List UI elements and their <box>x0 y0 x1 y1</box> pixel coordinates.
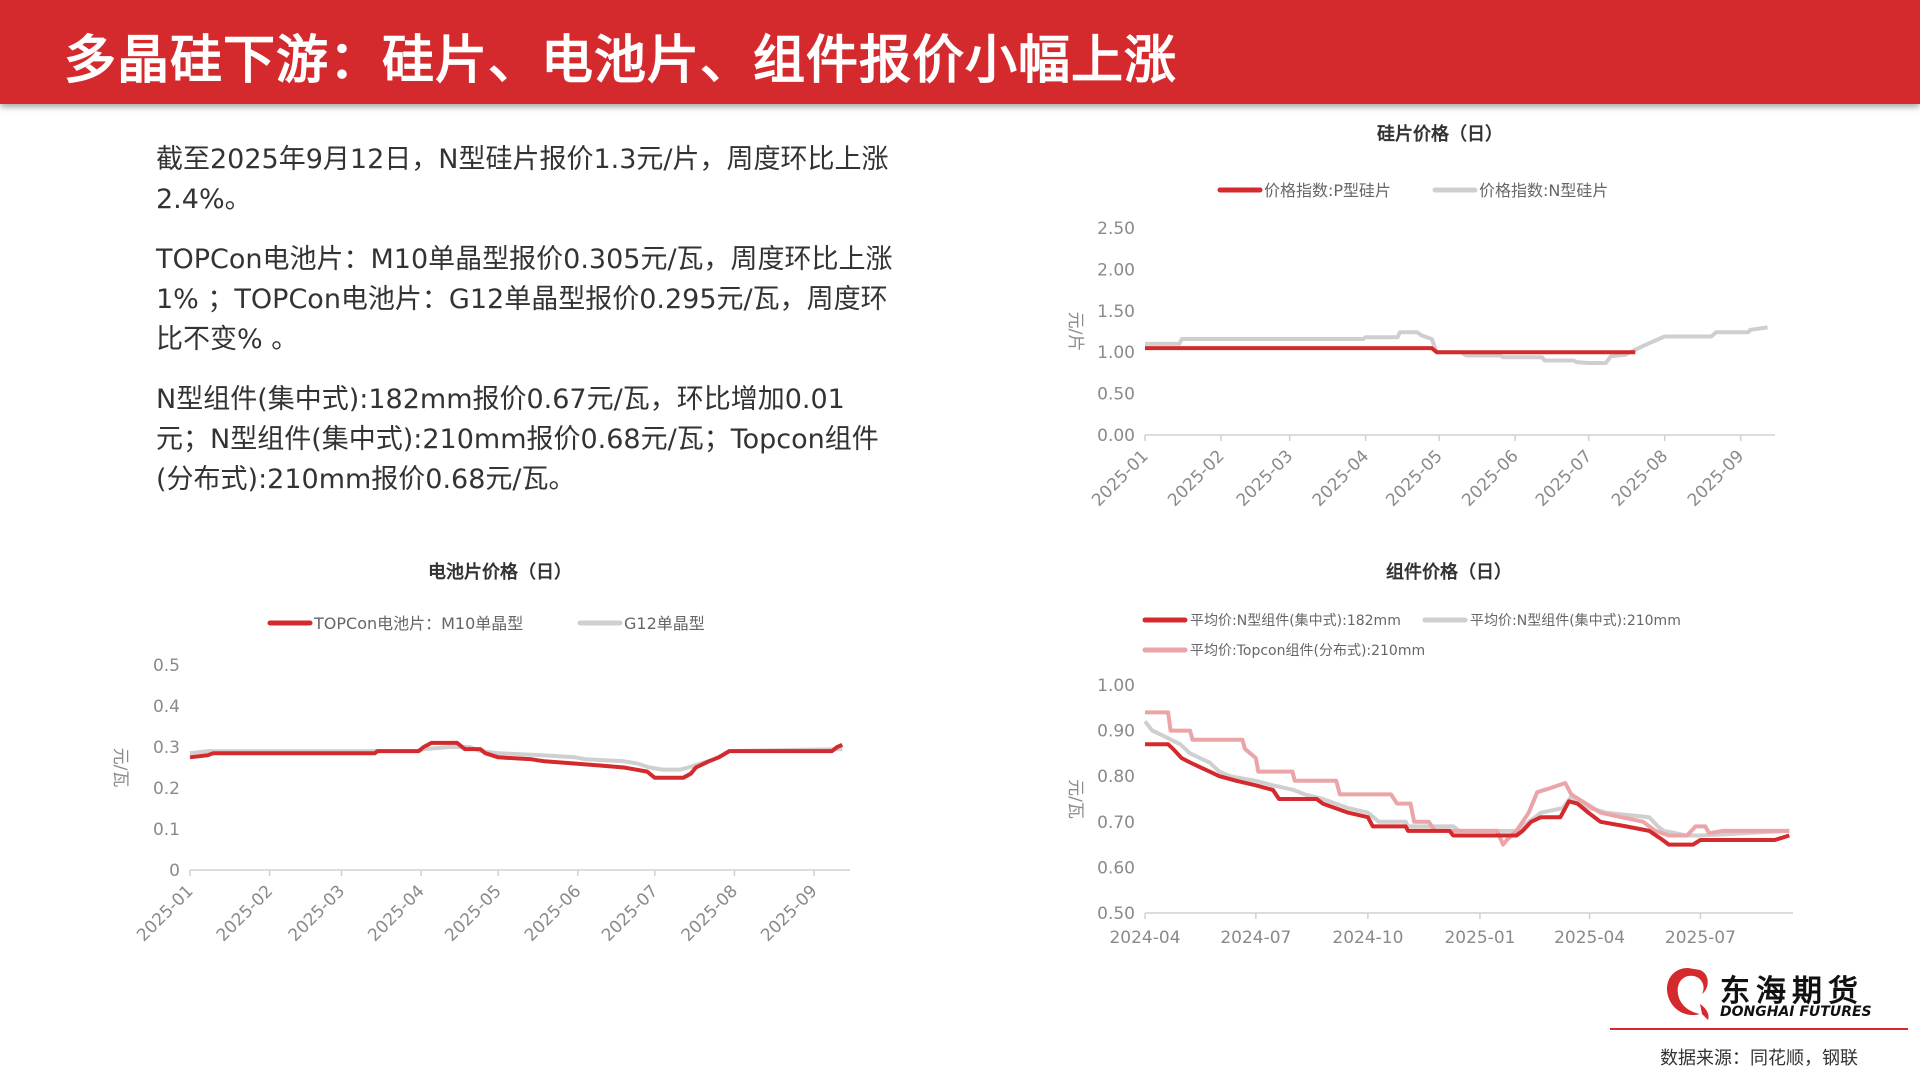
summary-text: 截至2025年9月12日，N型硅片报价1.3元/片，周度环比上涨2.4%。 TO… <box>156 140 896 520</box>
x-tick-label: 2024-07 <box>1220 928 1291 948</box>
legend-label: TOPCon电池片：M10单晶型 <box>313 614 523 633</box>
legend-label: 价格指数:N型硅片 <box>1479 181 1608 200</box>
series-line-0 <box>189 740 844 780</box>
y-tick-label: 0.1 <box>153 820 180 840</box>
x-tick-label: 2025-05 <box>1382 446 1446 510</box>
x-tick-label: 2025-03 <box>1233 446 1297 510</box>
summary-wafer: 截至2025年9月12日，N型硅片报价1.3元/片，周度环比上涨2.4%。 <box>156 144 889 215</box>
x-tick-label: 2025-01 <box>1444 928 1515 948</box>
cell-chart-title: 电池片价格（日） <box>428 561 572 583</box>
x-tick-label: 2025-01 <box>1088 446 1152 510</box>
y-tick-label: 0.4 <box>153 697 180 717</box>
legend-label: 平均价:Topcon组件(分布式):210mm <box>1190 643 1425 659</box>
x-tick-label: 2025-06 <box>1458 446 1522 510</box>
series-line-0 <box>1145 346 1636 355</box>
data-source: 数据来源：同花顺，钢联 <box>1660 1048 1858 1069</box>
logo-english-name: DONGHAI FUTURES <box>1720 1004 1872 1020</box>
y-axis-label: 元/瓦 <box>1065 779 1085 819</box>
x-tick-label: 2025-04 <box>364 881 428 945</box>
module-chart-title: 组件价格（日） <box>1386 561 1512 583</box>
x-tick-label: 2024-10 <box>1332 928 1403 948</box>
x-tick-label: 2025-08 <box>678 881 742 945</box>
y-tick-label: 1.50 <box>1097 302 1135 322</box>
y-tick-label: 1.00 <box>1097 343 1135 363</box>
x-tick-label: 2025-03 <box>285 881 349 945</box>
footer-divider <box>1610 1028 1908 1030</box>
series-line-2 <box>1145 710 1790 847</box>
donghai-logo: 东海期货 DONGHAI FUTURES <box>1660 964 1872 1028</box>
y-tick-label: 1.00 <box>1097 676 1135 696</box>
logo-chinese-name: 东海期货 <box>1720 974 1864 1009</box>
wafer-price-chart: 硅片价格（日） 价格指数:P型硅片 价格指数:N型硅片 0.00 0.50 1.00 1.5… <box>1030 120 1870 520</box>
y-tick-label: 0.50 <box>1097 385 1135 405</box>
y-tick-label: 0.3 <box>153 738 180 758</box>
cell-price-chart: 电池片价格（日） TOPCon电池片：M10单晶型 G12单晶型 0 0.1 0.2 0.3… <box>110 555 890 955</box>
y-tick-label: 0.90 <box>1097 722 1135 742</box>
legend-label: 平均价:N型组件(集中式):182mm <box>1190 612 1401 629</box>
y-tick-label: 0.60 <box>1097 858 1135 878</box>
x-tick-label: 2025-06 <box>521 881 585 945</box>
y-tick-label: 0 <box>169 861 180 881</box>
summary-cell: TOPCon电池片：M10单晶型报价0.305元/瓦，周度环比上涨1% ；TOP… <box>156 244 893 355</box>
y-tick-label: 0.70 <box>1097 813 1135 833</box>
y-tick-label: 2.50 <box>1097 219 1135 239</box>
x-tick-label: 2025-01 <box>133 881 197 945</box>
legend-label: G12单晶型 <box>624 614 705 633</box>
x-tick-label: 2025-04 <box>1309 446 1373 510</box>
y-tick-label: 0.2 <box>153 779 180 799</box>
y-tick-label: 0.5 <box>153 656 180 676</box>
y-axis-label: 元/片 <box>1065 312 1085 352</box>
x-tick-label: 2025-04 <box>1554 928 1625 948</box>
y-tick-label: 0.50 <box>1097 904 1135 924</box>
y-tick-label: 0.80 <box>1097 767 1135 787</box>
cell-chart-svg: 电池片价格（日） TOPCon电池片：M10单晶型 G12单晶型 0 0.1 0.2 0.3… <box>110 561 850 946</box>
x-tick-label: 2025-08 <box>1608 446 1672 510</box>
x-tick-label: 2024-04 <box>1109 928 1180 948</box>
series-line-1 <box>189 745 843 772</box>
x-tick-label: 2025-09 <box>1684 446 1748 510</box>
wafer-chart-title: 硅片价格（日） <box>1377 123 1503 145</box>
x-tick-label: 2025-05 <box>441 881 505 945</box>
x-tick-label: 2025-07 <box>598 881 662 945</box>
x-tick-label: 2025-07 <box>1665 928 1736 948</box>
module-chart-svg: 组件价格（日） 平均价:N型组件(集中式):182mm 平均价:N型组件(集中式):… <box>1065 561 1793 948</box>
x-tick-label: 2025-02 <box>1164 446 1228 510</box>
y-tick-label: 0.00 <box>1097 426 1135 446</box>
module-price-chart: 组件价格（日） 平均价:N型组件(集中式):182mm 平均价:N型组件(集中式):… <box>1030 555 1870 955</box>
x-tick-label: 2025-09 <box>757 881 821 945</box>
wafer-chart-svg: 硅片价格（日） 价格指数:P型硅片 价格指数:N型硅片 0.00 0.50 1.00 1.5… <box>1065 123 1775 511</box>
series-line-0 <box>1145 742 1790 847</box>
summary-module: N型组件(集中式):182mm报价0.67元/瓦，环比增加0.01元；N型组件(… <box>156 384 879 495</box>
dragon-logo-icon <box>1666 968 1709 1020</box>
page-title: 多晶硅下游：硅片、电池片、组件报价小幅上涨 <box>64 31 1178 91</box>
series-line-1 <box>1143 720 1790 838</box>
x-tick-label: 2025-02 <box>213 881 277 945</box>
legend-label: 平均价:N型组件(集中式):210mm <box>1470 612 1681 629</box>
series-line-1 <box>1145 325 1768 365</box>
x-tick-label: 2025-07 <box>1532 446 1596 510</box>
y-axis-label: 元/瓦 <box>110 748 130 788</box>
y-tick-label: 2.00 <box>1097 260 1135 280</box>
title-bar: 多晶硅下游：硅片、电池片、组件报价小幅上涨 <box>0 0 1920 104</box>
legend-label: 价格指数:P型硅片 <box>1264 181 1391 200</box>
